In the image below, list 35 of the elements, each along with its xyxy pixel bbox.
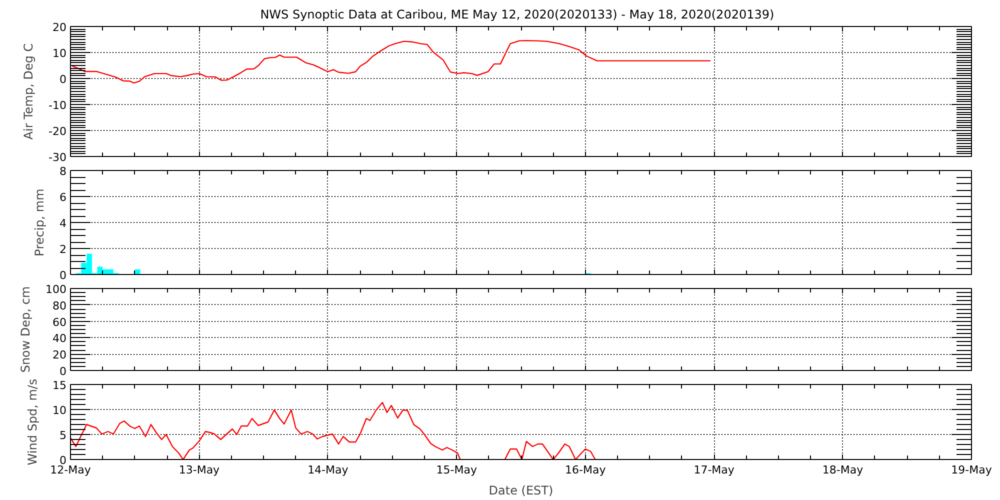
y-tick-label: 20 (52, 348, 67, 362)
y-tick-label: 4 (60, 217, 66, 230)
y-axis-title: Wind Spd, m/s (26, 378, 40, 466)
y-tick-label: 8 (60, 165, 66, 178)
x-tick-label: 17-May (694, 464, 735, 476)
x-tick-label: 12-May (50, 464, 92, 476)
x-tick-label: 18-May (822, 464, 864, 476)
y-tick-label: 5 (60, 429, 66, 442)
y-tick-label: 2 (60, 243, 66, 256)
x-tick-label: 16-May (565, 464, 606, 476)
y-tick-label: -30 (48, 151, 66, 164)
y-tick-label: 60 (52, 316, 67, 329)
y-axis-title: Snow Dep, cm (18, 286, 33, 373)
y-tick-label: 0 (60, 269, 66, 282)
y-tick-label: 0 (60, 365, 66, 378)
y-tick-label: 40 (52, 332, 67, 346)
x-tick-label: 15-May (436, 464, 478, 476)
chart-title: NWS Synoptic Data at Caribou, ME May 12, 2020(2020133) - May 18, 2020(2020139) (260, 8, 774, 22)
line-series (72, 40, 712, 84)
y-tick-label: 80 (52, 299, 67, 312)
x-tick-label: 13-May (178, 464, 220, 476)
y-tick-label: 20 (52, 21, 67, 34)
x-tick-label: 14-May (308, 464, 349, 476)
y-tick-label: 10 (52, 47, 67, 60)
y-tick-label: -10 (48, 99, 66, 112)
y-axis-title: Air Temp, Deg C (22, 43, 36, 140)
x-axis-title: Date (EST) (488, 484, 554, 498)
y-axis-title: Precip, mm (32, 188, 46, 256)
x-tick-label: 19-May (951, 464, 992, 476)
y-tick-label: 0 (60, 73, 66, 86)
y-tick-label: 15 (52, 379, 67, 392)
y-tick-label: 6 (60, 191, 66, 204)
y-tick-label: -20 (48, 125, 66, 138)
y-tick-label: 10 (52, 404, 67, 417)
y-tick-label: 100 (46, 283, 67, 296)
